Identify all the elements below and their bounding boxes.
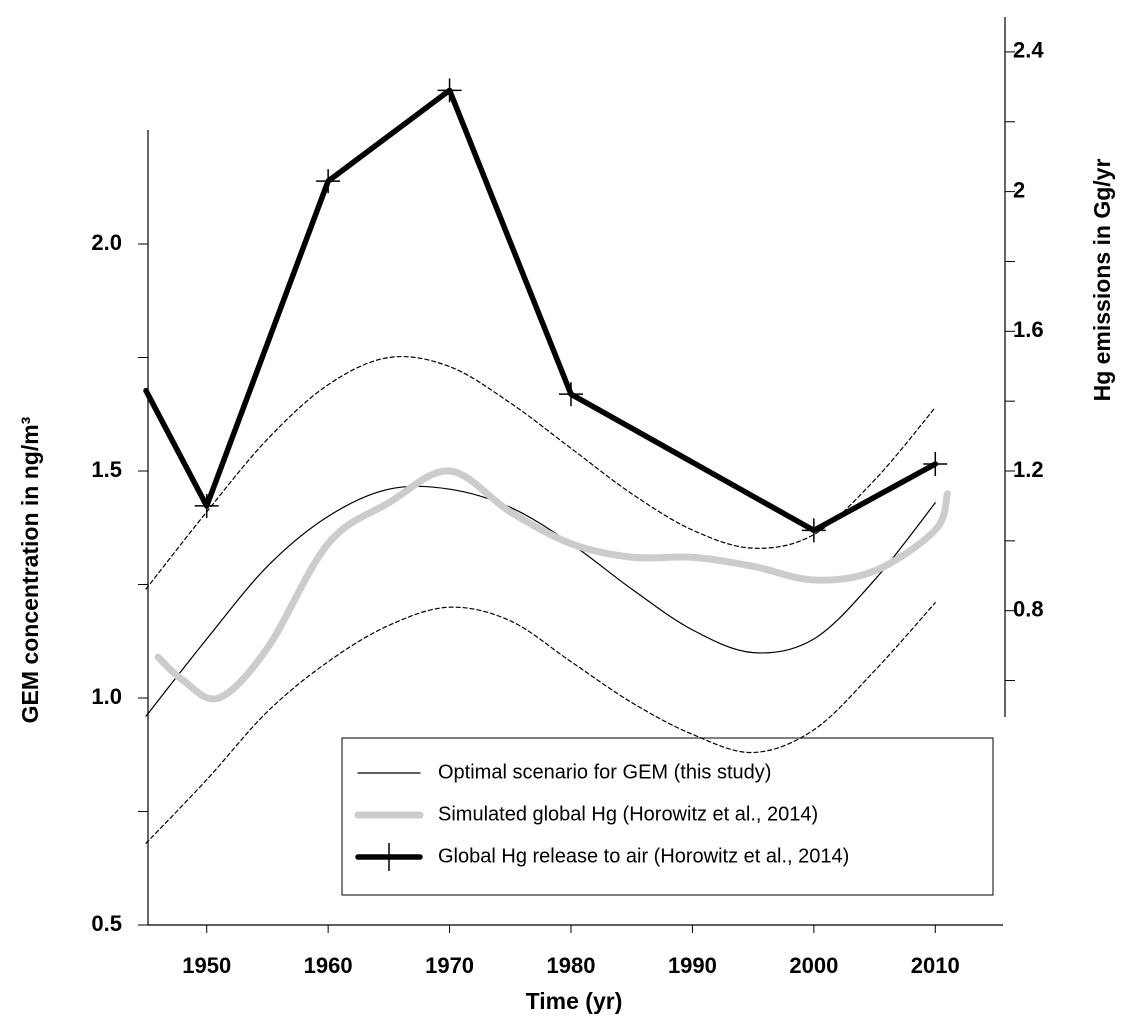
x-tick-label: 2000 xyxy=(789,953,838,978)
y2-tick-label: 2 xyxy=(1013,177,1025,202)
x-tick-label: 1980 xyxy=(547,953,596,978)
marker xyxy=(437,78,462,103)
y2-tick-label: 0.8 xyxy=(1013,597,1044,622)
marker xyxy=(801,518,826,543)
marker xyxy=(316,169,341,194)
series-line xyxy=(145,602,936,844)
marker xyxy=(194,493,219,518)
legend-label: Optimal scenario for GEM (this study) xyxy=(438,761,771,783)
legend-label: Simulated global Hg (Horowitz et al., 20… xyxy=(438,803,818,825)
marker xyxy=(559,382,583,407)
y-tick-label: 2.0 xyxy=(91,230,122,255)
x-tick-label: 2010 xyxy=(911,953,960,978)
x-tick-label: 1960 xyxy=(304,953,353,978)
y2-tick-label: 2.4 xyxy=(1013,38,1044,63)
y2-axis-label: Hg emissions in Gg/yr xyxy=(1089,159,1115,402)
series-line xyxy=(143,87,939,534)
series-line xyxy=(145,355,936,590)
y2-tick-label: 1.6 xyxy=(1013,317,1044,342)
x-axis-label: Time (yr) xyxy=(526,988,623,1014)
x-tick-label: 1950 xyxy=(182,953,231,978)
y-tick-label: 1.5 xyxy=(91,457,122,482)
legend-box xyxy=(341,737,994,896)
y-axis-label: GEM concentration in ng/m³ xyxy=(17,416,43,723)
legend-label: Global Hg release to air (Horowitz et al… xyxy=(438,845,849,867)
y-tick-label: 0.5 xyxy=(91,911,122,936)
marker xyxy=(923,452,948,477)
x-tick-label: 1970 xyxy=(425,953,474,978)
x-tick-label: 1990 xyxy=(668,953,717,978)
series-line xyxy=(154,467,951,703)
series-line xyxy=(145,485,936,717)
y2-tick-label: 1.2 xyxy=(1013,457,1044,482)
y-tick-label: 1.0 xyxy=(91,684,122,709)
